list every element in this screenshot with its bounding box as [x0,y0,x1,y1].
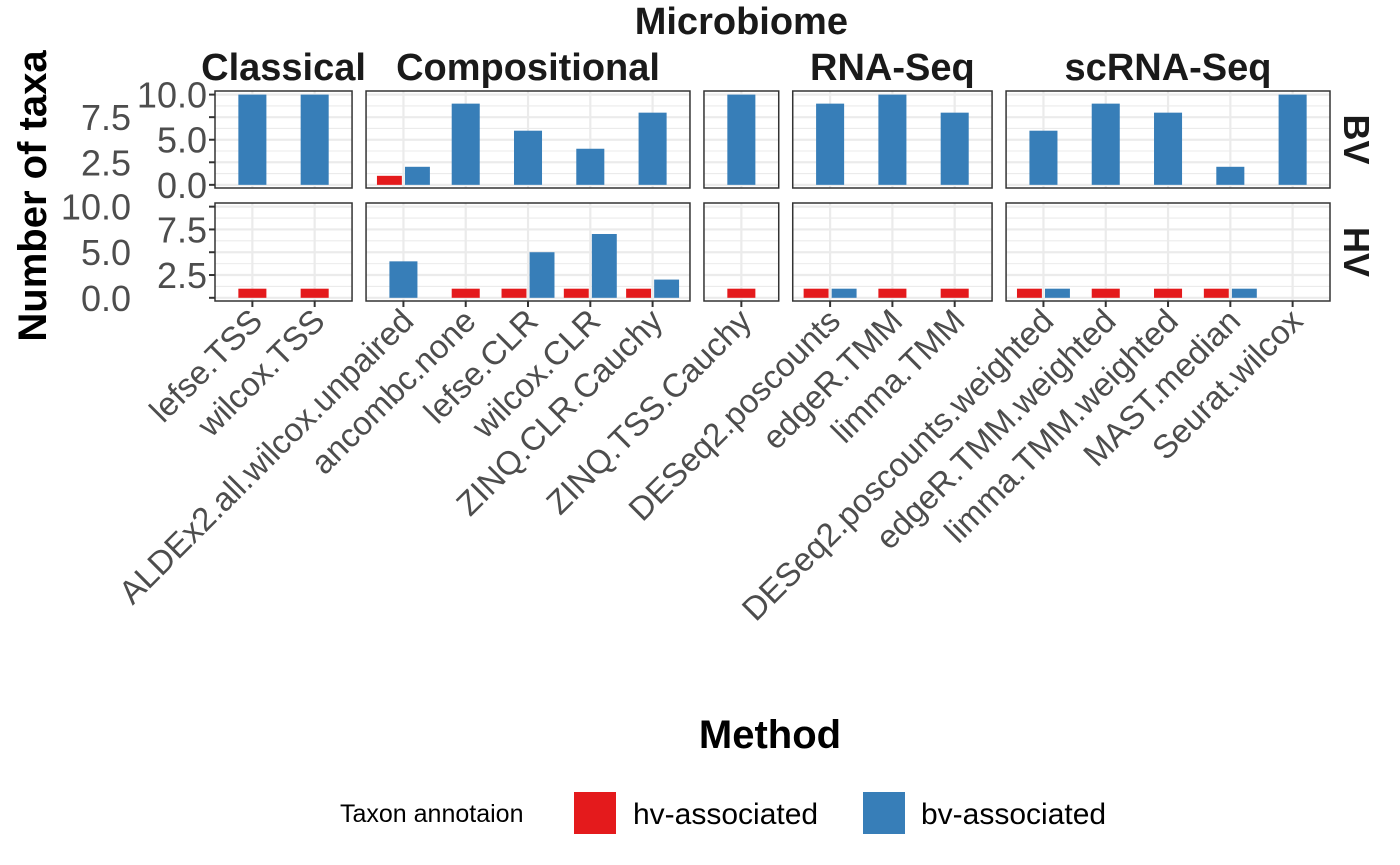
bar-bv-ZINQ.CLR.Cauchy [654,279,680,298]
y-tick-label: 5.0 [81,232,131,273]
y-tick-label: 0.0 [157,165,207,206]
panel-bv-microbiome [703,90,780,189]
panel-bv-scrna-seq [1005,90,1331,189]
legend: Taxon annotaion hv-associated bv-associa… [340,792,1106,834]
bar-bv-DESeq2.poscounts [816,103,845,185]
bar-bv-MAST.median [1231,288,1257,298]
bar-bv-ALDEx2.all.wilcox.unpaired [389,261,418,298]
bar-hv-ALDEx2.all.wilcox.unpaired [376,175,402,185]
bar-bv-ALDEx2.all.wilcox.unpaired [404,166,430,185]
bar-bv-limma.TMM.weighted [1154,112,1183,185]
legend-key-hv [574,792,616,834]
y-tick-label: 5.0 [157,120,207,161]
y-axis-title: Number of taxa [11,50,55,342]
bar-bv-wilcox.CLR [576,148,605,185]
facet-strip-compositional: Compositional [396,47,660,89]
bar-hv-ancombc.none [451,288,480,298]
bar-bv-DESeq2.poscounts.weighted [1045,288,1070,298]
panel-hv-classical [214,202,353,302]
bar-hv-edgeR.TMM [878,288,907,298]
bar-bv-ZINQ.TSS.Cauchy [727,94,756,185]
bar-hv-lefse.CLR [501,288,527,298]
bar-bv-ancombc.none [451,103,480,185]
bar-bv-DESeq2.poscounts [831,288,857,298]
legend-label-hv: hv-associated [633,798,818,831]
panel-hv-microbiome [703,202,780,302]
bar-bv-DESeq2.poscounts.weighted [1029,130,1058,185]
bar-bv-edgeR.TMM.weighted [1091,103,1120,185]
facet-strip-classical: Classical [201,47,366,89]
bar-bv-edgeR.TMM [878,94,907,185]
y-tick-label: 0.0 [81,278,131,319]
y-tick-label: 10.0 [137,75,207,116]
bar-hv-ZINQ.CLR.Cauchy [626,288,652,298]
panel-border [1005,90,1331,189]
panel-hv-compositional [365,202,691,302]
facet-strip-scrna-seq: scRNA-Seq [1065,47,1272,89]
panel-hv-scrna-seq [1005,202,1331,302]
bar-hv-ZINQ.TSS.Cauchy [727,288,756,298]
panel-border [703,90,780,189]
y-tick-label: 7.5 [157,209,207,250]
bar-bv-Seurat.wilcox [1278,94,1307,185]
bar-hv-DESeq2.poscounts.weighted [1016,288,1042,298]
panel-bv-compositional [365,90,691,189]
panel-bv-classical [214,90,353,189]
bar-bv-lefse.CLR [529,252,555,298]
facet-strip-microbiome: Microbiome [635,1,848,43]
bar-hv-edgeR.TMM.weighted [1091,288,1120,298]
y-tick-label: 7.5 [81,97,131,138]
bar-bv-limma.TMM [940,112,969,185]
y-tick-label: 10.0 [61,187,131,228]
facet-panels: Classical0.02.55.07.510.0lefse.TSSwilcox… [61,1,1377,628]
bar-hv-limma.TMM [940,288,969,298]
x-axis-title: Method [699,713,841,757]
bar-hv-wilcox.TSS [300,288,329,298]
bar-hv-DESeq2.poscounts [803,288,829,298]
bar-bv-MAST.median [1216,166,1245,185]
bar-hv-wilcox.CLR [563,288,589,298]
facet-strip-rna-seq: RNA-Seq [810,47,975,89]
panel-border [365,90,691,189]
panel-border [791,90,993,189]
panel-hv-rna-seq [791,202,993,302]
legend-label-bv: bv-associated [921,798,1106,831]
legend-title: Taxon annotaion [340,800,523,828]
facet-strip-bv: BV [1336,114,1377,164]
bar-bv-ZINQ.CLR.Cauchy [638,112,667,185]
bar-hv-MAST.median [1203,288,1229,298]
legend-key-bv [863,792,905,834]
panel-bv-rna-seq [791,90,993,189]
y-tick-label: 2.5 [157,255,207,296]
y-tick-label: 2.5 [81,142,131,183]
bar-bv-lefse.TSS [238,94,267,185]
bar-hv-limma.TMM.weighted [1154,288,1183,298]
bar-bv-lefse.CLR [513,130,543,185]
facet-strip-hv: HV [1336,227,1377,277]
bar-hv-lefse.TSS [238,288,267,298]
bar-bv-wilcox.TSS [300,94,329,185]
bar-bv-wilcox.CLR [591,233,617,298]
